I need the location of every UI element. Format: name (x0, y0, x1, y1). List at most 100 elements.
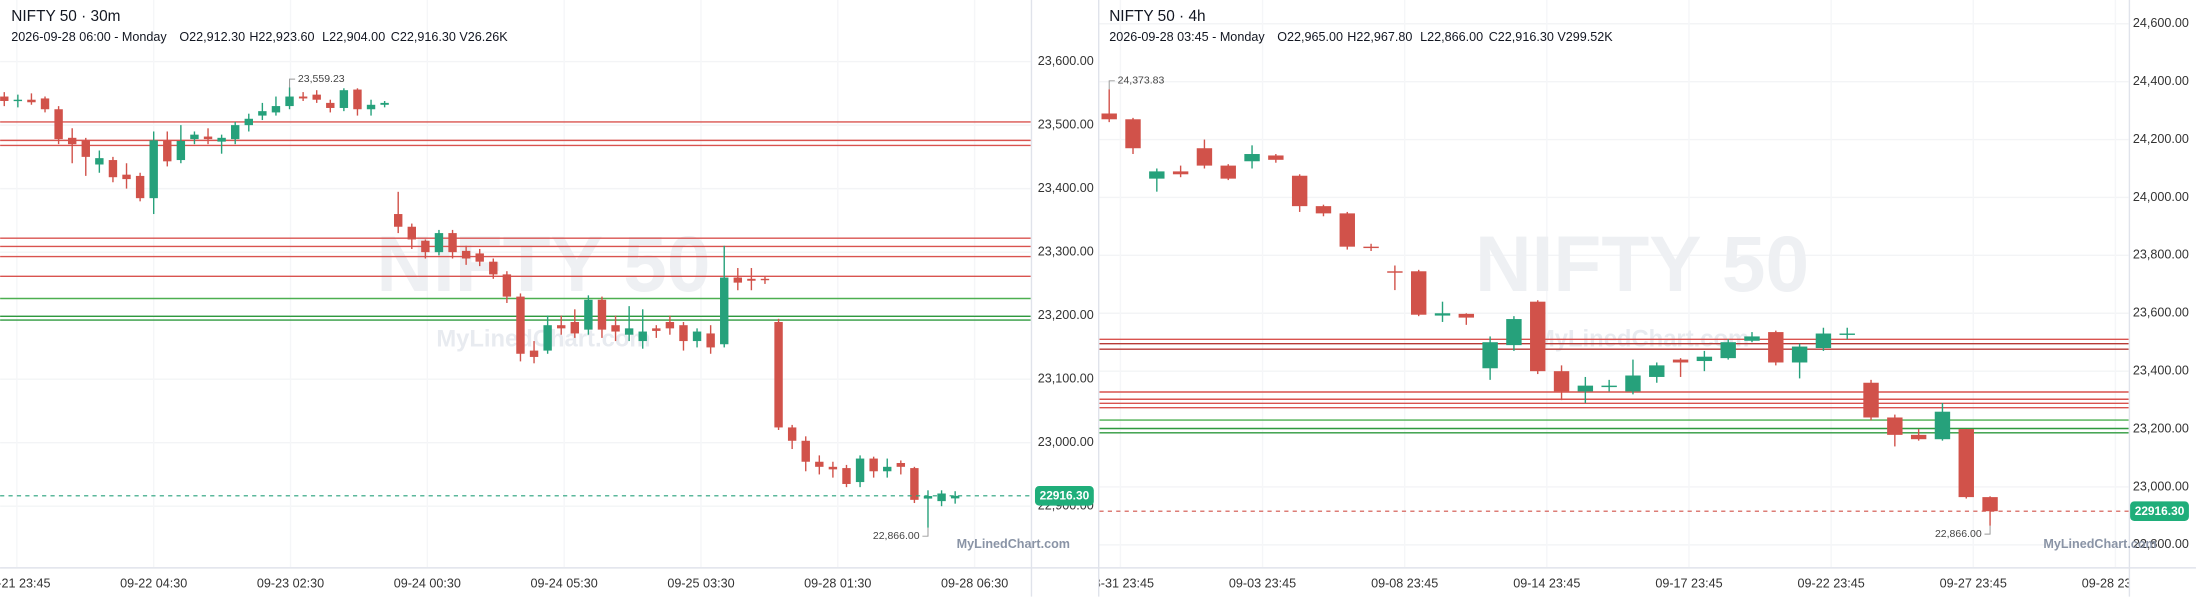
candle-body (611, 325, 620, 332)
chart-title: NIFTY 50 · 4h (1109, 8, 1205, 25)
candle-body (176, 140, 186, 161)
min-label: 22,866.00 (1935, 528, 1982, 540)
candle-body (543, 325, 552, 351)
candle-body (67, 137, 77, 145)
candle-body (842, 468, 851, 484)
candle-body (584, 299, 593, 330)
ohlc-label: H22,923.60 (249, 30, 314, 44)
candle-body (787, 427, 797, 441)
candle-body (1887, 417, 1903, 435)
x-tick-label: 09-24 00:30 (394, 576, 461, 590)
candle-body (1268, 155, 1284, 160)
candle-body (1244, 154, 1260, 162)
candle-body (353, 89, 362, 110)
candle-body (502, 274, 512, 297)
watermark: NIFTY 50 (1475, 220, 1809, 308)
candle-body (1101, 113, 1117, 120)
candle-body (1839, 333, 1855, 335)
ohlc-label: V26.26K (459, 30, 508, 44)
candle-body (1577, 385, 1594, 392)
last-price-label: 22916.30 (2135, 504, 2185, 518)
candle-body (1339, 213, 1355, 247)
candle-body (1910, 434, 1927, 440)
candle-body (692, 331, 702, 342)
y-tick-label: 23,400.00 (1038, 181, 1094, 195)
candle-body (516, 296, 525, 354)
candle-body (760, 278, 770, 281)
candle-body (0, 96, 9, 101)
x-tick-label: 09-28 06:30 (941, 576, 1008, 590)
candle-body (366, 104, 376, 110)
candle-body (597, 299, 607, 330)
y-tick-label: 22,800.00 (2133, 537, 2189, 551)
candle-body (190, 134, 199, 140)
candle-body (1315, 206, 1332, 214)
min-connector (922, 527, 929, 537)
candle-body (883, 466, 892, 472)
candle-body (1434, 313, 1451, 316)
candle-body (95, 158, 104, 165)
y-tick-label: 23,600.00 (2133, 306, 2189, 320)
y-tick-label: 23,800.00 (2133, 248, 2189, 262)
candle-body (434, 233, 444, 253)
candle-body (1482, 342, 1498, 369)
candle-body (54, 109, 63, 140)
candle-body (1196, 148, 1213, 166)
ohlc-label: C22,916.30 (1489, 30, 1554, 44)
candle-body (203, 136, 213, 140)
candle-body (1672, 359, 1689, 363)
chart-title: NIFTY 50 · 30m (11, 8, 120, 25)
y-tick-label: 24,400.00 (2133, 74, 2189, 88)
candle-body (747, 278, 756, 281)
candle-body (326, 102, 335, 108)
candle-body (1720, 342, 1736, 359)
y-tick-label: 24,200.00 (2133, 132, 2189, 146)
chart-subtitle: 2026-09-28 06:00 - Monday (11, 30, 167, 44)
candle-body (570, 322, 580, 334)
x-tick-label: 09-24 05:30 (531, 576, 598, 590)
candle-body (81, 140, 90, 157)
watermark: NIFTY 50 (376, 220, 710, 308)
candle-body (733, 277, 743, 283)
candle-body (1530, 301, 1546, 372)
candle-body (801, 440, 810, 462)
candle-body (910, 468, 919, 500)
min-label: 22,866.00 (873, 530, 920, 542)
last-price-tag (1034, 486, 1094, 506)
candle-body (815, 461, 824, 467)
candle-body (869, 458, 878, 472)
candle-body (1982, 497, 1998, 512)
candle-body (937, 493, 946, 502)
candle-body (652, 328, 661, 331)
plot-area: NIFTY 50MyLinedChart.com24,373.8322,866.… (1099, 0, 2129, 568)
x-tick-label: 09-22 04:30 (120, 576, 187, 590)
y-tick-label: 23,000.00 (1038, 435, 1094, 449)
candle-body (1149, 171, 1165, 179)
ohlc-label: L22,866.00 (1420, 30, 1483, 44)
candle-body (149, 140, 158, 199)
candle-body (394, 214, 403, 227)
max-connector (289, 78, 296, 88)
candle-body (1172, 171, 1189, 175)
candle-body (1744, 336, 1760, 341)
last-price-tag (2130, 501, 2189, 522)
candle-body (1220, 165, 1236, 179)
candle-body (380, 102, 389, 105)
candle-body (285, 96, 294, 107)
candle-body (258, 111, 267, 116)
candle-body (1363, 246, 1379, 249)
x-tick-label: 09-23 02:30 (257, 576, 324, 590)
x-tick-label: 09-21 23:45 (0, 576, 50, 590)
ohlc-label: V299.52K (1557, 30, 1613, 44)
candle-body (1601, 385, 1617, 388)
y-tick-label: 23,400.00 (2133, 363, 2189, 377)
y-tick-label: 23,300.00 (1038, 244, 1094, 258)
candle-body (1768, 332, 1784, 363)
candle-body (298, 96, 308, 99)
plot-area: NIFTY 50MyLinedChart.com23,559.2322,866.… (0, 0, 1031, 568)
candle-body (108, 160, 118, 178)
y-tick-label: 23,500.00 (1038, 117, 1094, 131)
candle-body (624, 328, 634, 335)
candle-body (1791, 346, 1808, 363)
candle-body (1291, 175, 1308, 207)
